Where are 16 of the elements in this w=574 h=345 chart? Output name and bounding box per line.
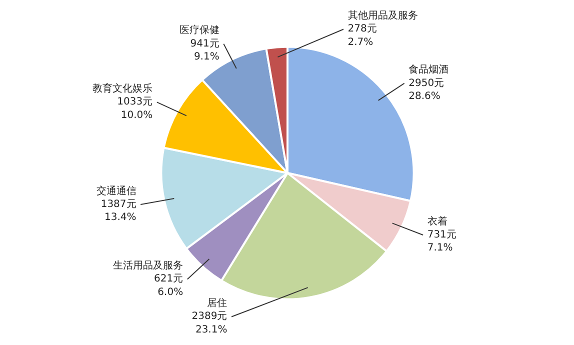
slice-label: 其他用品及服务 [348,10,418,22]
slice-label: 食品烟酒 [408,64,449,76]
data-label: 1033元 10.0% [117,96,153,121]
data-label: 2389元 23.1% [192,311,228,336]
data-label: 1387元 13.4% [100,198,136,224]
data-label: 941元 9.1% [190,38,220,63]
data-label: 731元 7.1% [427,229,456,254]
data-label: 2950元 28.6% [408,78,444,102]
slice-label: 教育文化娱乐 [92,82,153,94]
data-label: 278元 2.7% [348,24,377,48]
data-label: 621元 6.0% [154,274,184,298]
slice-label: 医疗保健 [179,24,220,36]
slice-label: 生活用品及服务 [113,260,184,272]
slice-label: 交通通信 [96,184,136,197]
slice-label: 衣着 [427,215,448,228]
slice-label: 居住 [207,298,228,310]
